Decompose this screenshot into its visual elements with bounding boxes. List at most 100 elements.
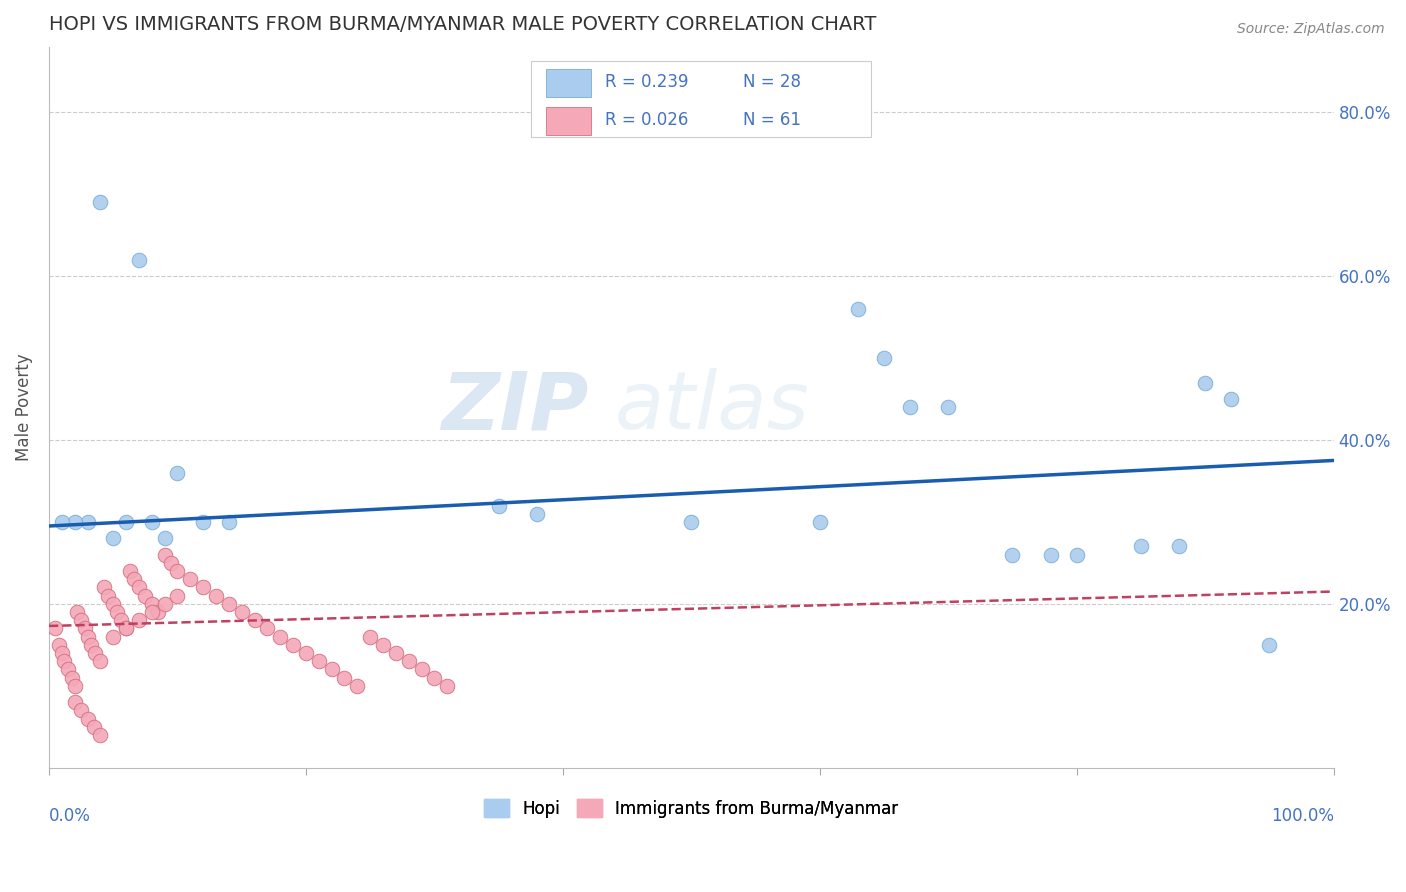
Point: [1219, 392, 1241, 406]
Point: [153, 548, 176, 562]
Point: [115, 621, 138, 635]
Point: [48, 638, 70, 652]
Point: [76, 515, 98, 529]
Point: [308, 654, 330, 668]
Point: [398, 654, 420, 668]
Point: [681, 515, 703, 529]
Point: [166, 564, 188, 578]
Text: ZIP: ZIP: [441, 368, 589, 446]
Point: [105, 605, 128, 619]
Point: [134, 589, 156, 603]
Point: [103, 630, 125, 644]
Point: [1001, 548, 1024, 562]
Point: [44, 621, 66, 635]
Point: [218, 515, 240, 529]
Point: [333, 671, 356, 685]
Point: [141, 605, 163, 619]
Point: [118, 564, 141, 578]
Point: [58, 662, 80, 676]
Point: [93, 581, 115, 595]
Point: [89, 728, 111, 742]
Point: [97, 589, 120, 603]
Text: 100.0%: 100.0%: [1271, 807, 1334, 825]
Point: [411, 662, 433, 676]
Point: [166, 466, 188, 480]
Point: [385, 646, 408, 660]
Point: [66, 605, 89, 619]
Point: [936, 400, 959, 414]
Y-axis label: Male Poverty: Male Poverty: [15, 353, 32, 461]
Point: [179, 572, 201, 586]
Point: [359, 630, 381, 644]
Point: [128, 252, 150, 267]
FancyBboxPatch shape: [546, 107, 591, 135]
Point: [166, 589, 188, 603]
Point: [103, 597, 125, 611]
Point: [63, 679, 86, 693]
Point: [846, 301, 869, 316]
Point: [436, 679, 458, 693]
Text: Source: ZipAtlas.com: Source: ZipAtlas.com: [1237, 22, 1385, 37]
Point: [70, 703, 93, 717]
Point: [191, 515, 214, 529]
Point: [63, 515, 86, 529]
Point: [218, 597, 240, 611]
Point: [53, 654, 76, 668]
Point: [60, 671, 83, 685]
Point: [141, 597, 163, 611]
Point: [115, 621, 138, 635]
Point: [70, 613, 93, 627]
Point: [1066, 548, 1088, 562]
Point: [115, 515, 138, 529]
Point: [1129, 540, 1152, 554]
Point: [76, 630, 98, 644]
Point: [1040, 548, 1063, 562]
Legend: Hopi, Immigrants from Burma/Myanmar: Hopi, Immigrants from Burma/Myanmar: [478, 793, 905, 824]
Point: [128, 581, 150, 595]
Point: [243, 613, 266, 627]
Text: atlas: atlas: [614, 368, 808, 446]
Point: [269, 630, 291, 644]
Point: [808, 515, 831, 529]
Point: [488, 499, 510, 513]
Point: [160, 556, 183, 570]
Point: [898, 400, 921, 414]
Point: [146, 605, 169, 619]
FancyBboxPatch shape: [530, 61, 872, 136]
Text: N = 61: N = 61: [742, 112, 800, 129]
Point: [256, 621, 278, 635]
Point: [526, 507, 548, 521]
Text: 0.0%: 0.0%: [49, 807, 91, 825]
Point: [89, 654, 111, 668]
Text: HOPI VS IMMIGRANTS FROM BURMA/MYANMAR MALE POVERTY CORRELATION CHART: HOPI VS IMMIGRANTS FROM BURMA/MYANMAR MA…: [49, 15, 876, 34]
Point: [73, 621, 96, 635]
Point: [84, 646, 107, 660]
Point: [423, 671, 446, 685]
Text: N = 28: N = 28: [742, 73, 800, 91]
FancyBboxPatch shape: [546, 70, 591, 96]
Point: [128, 613, 150, 627]
Text: R = 0.026: R = 0.026: [605, 112, 689, 129]
Point: [295, 646, 318, 660]
Point: [51, 646, 73, 660]
Point: [76, 712, 98, 726]
Point: [281, 638, 304, 652]
Point: [873, 351, 896, 365]
Point: [83, 720, 105, 734]
Point: [191, 581, 214, 595]
Point: [63, 695, 86, 709]
Text: R = 0.239: R = 0.239: [605, 73, 689, 91]
Point: [110, 613, 132, 627]
Point: [122, 572, 145, 586]
Point: [346, 679, 368, 693]
Point: [89, 195, 111, 210]
Point: [153, 531, 176, 545]
Point: [1194, 376, 1216, 390]
Point: [153, 597, 176, 611]
Point: [141, 515, 163, 529]
Point: [371, 638, 394, 652]
Point: [1168, 540, 1191, 554]
Point: [80, 638, 103, 652]
Point: [51, 515, 73, 529]
Point: [1258, 638, 1281, 652]
